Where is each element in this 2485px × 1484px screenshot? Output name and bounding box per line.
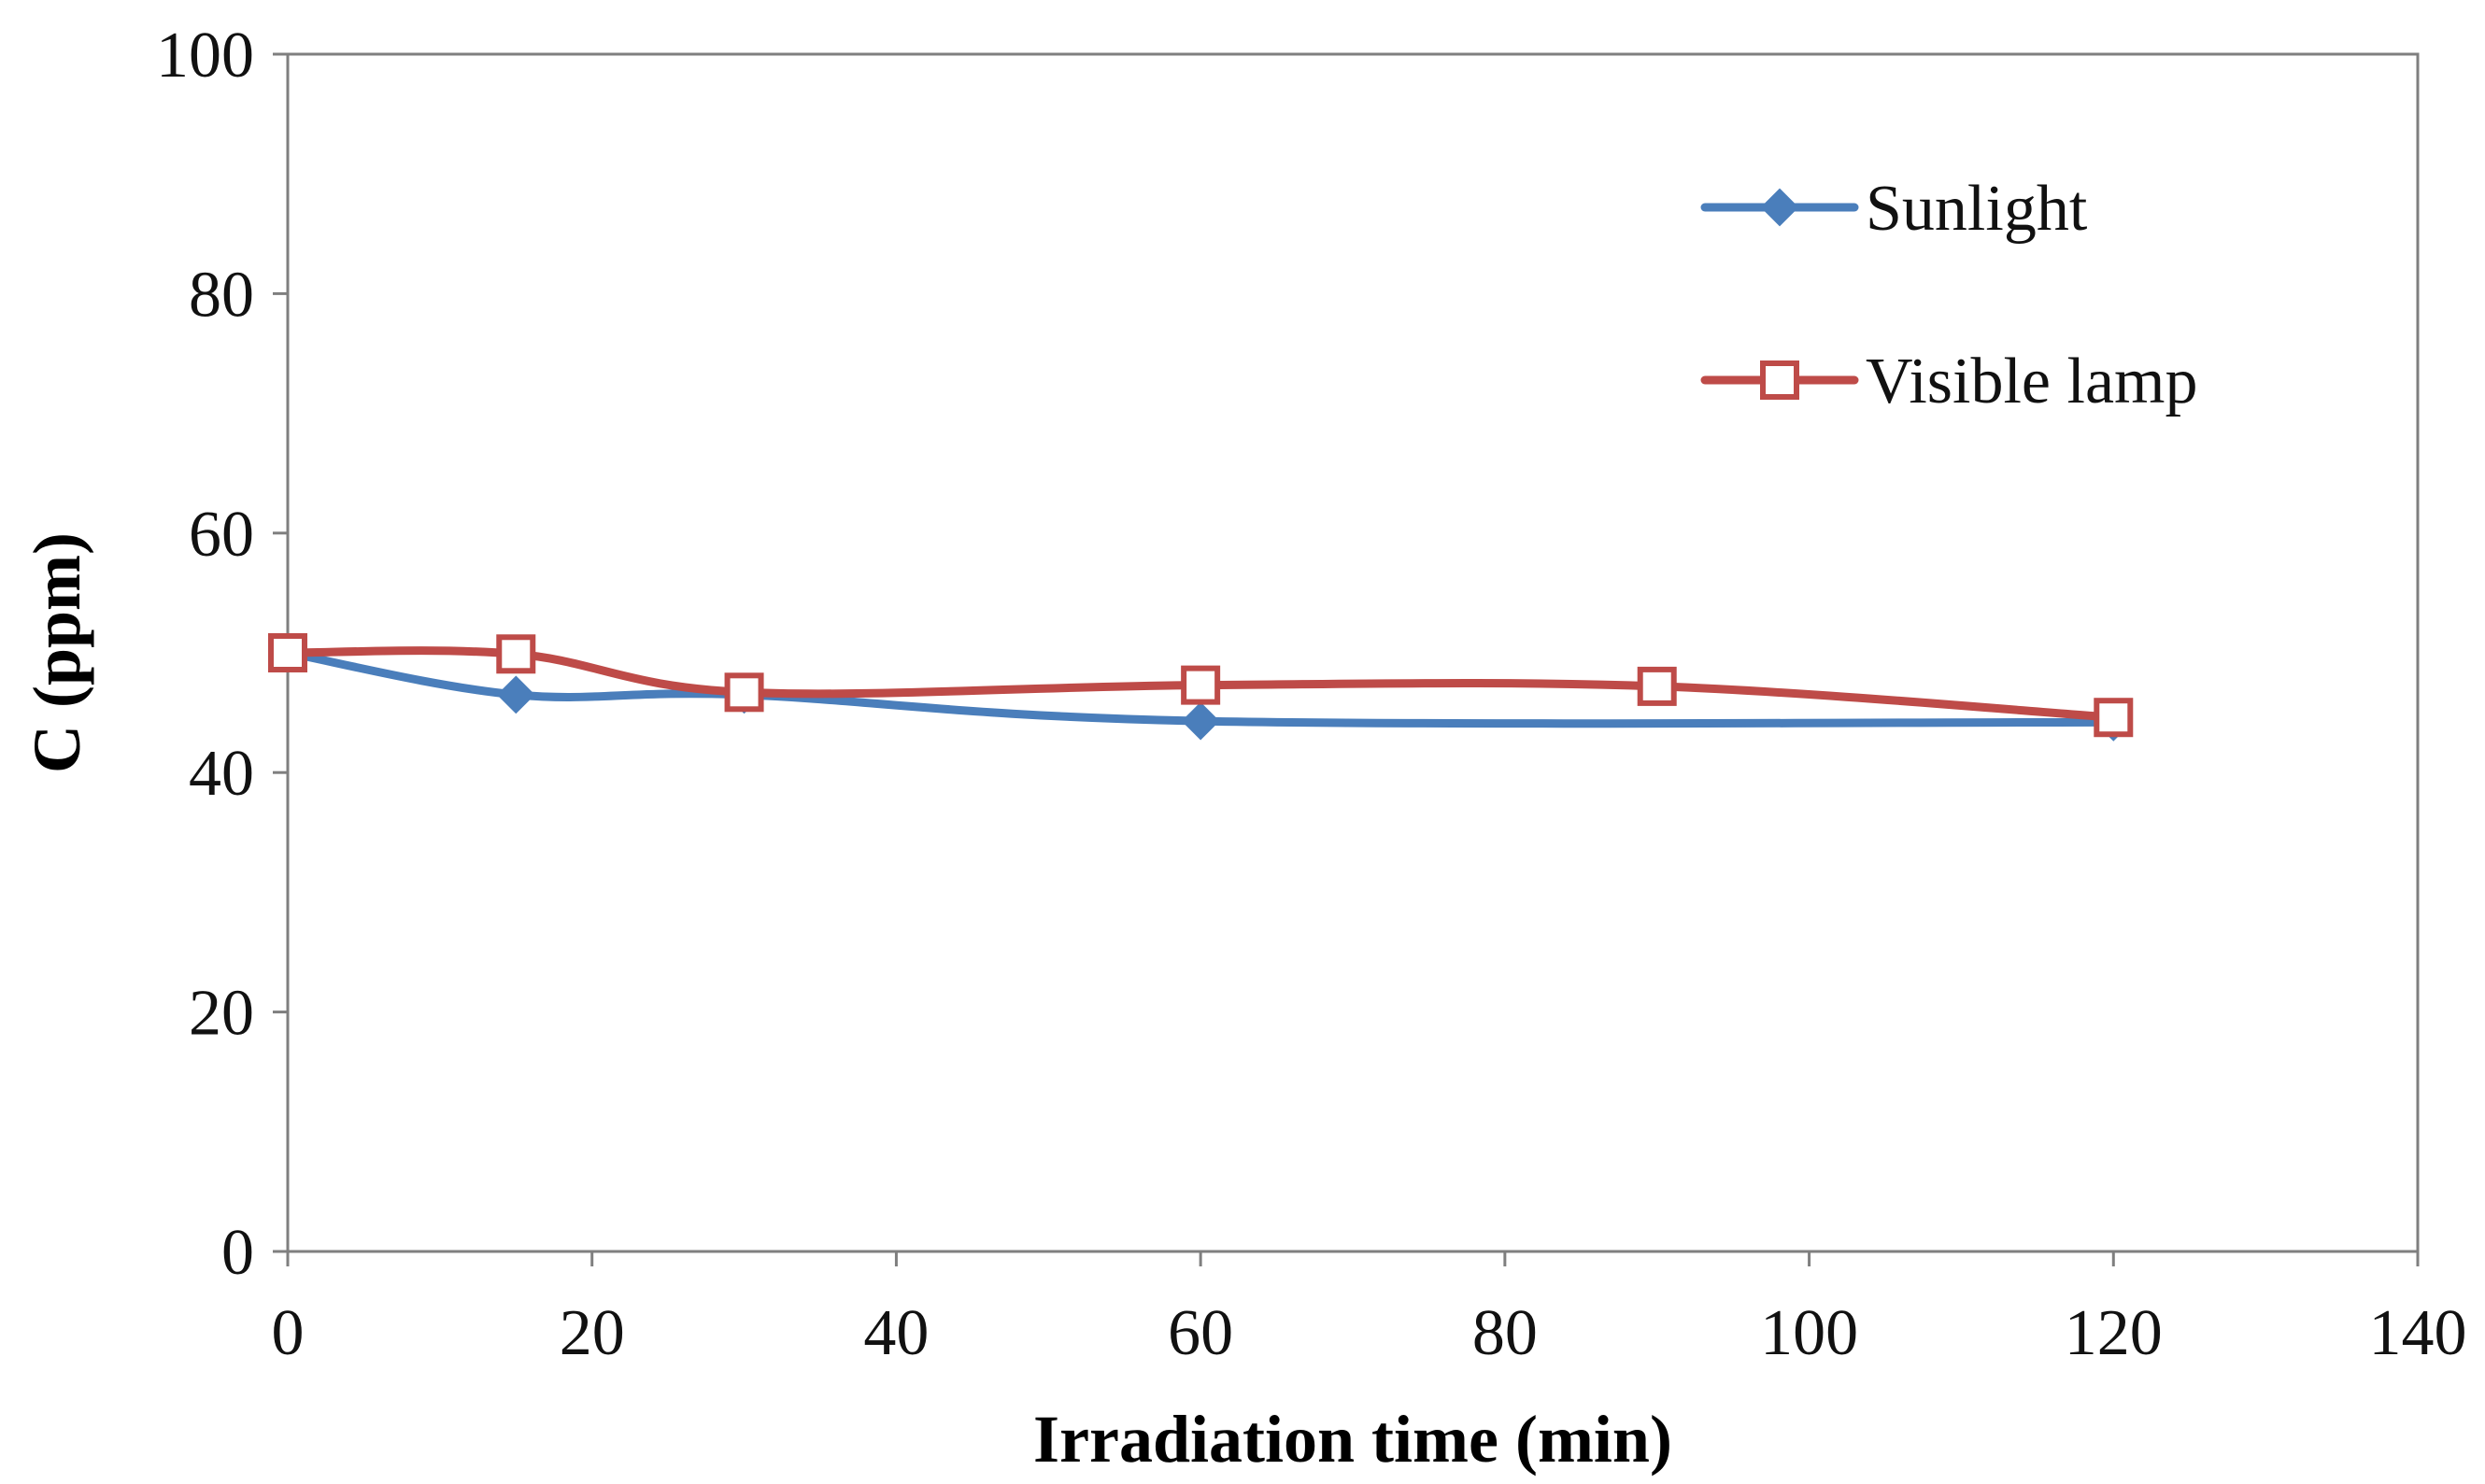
x-tick-label: 80 xyxy=(1472,1297,1538,1369)
x-tick-label: 20 xyxy=(560,1297,625,1369)
x-tick-label: 0 xyxy=(272,1297,305,1369)
data-point xyxy=(496,634,536,674)
data-point xyxy=(2094,698,2134,738)
data-point xyxy=(1181,665,1221,705)
data-point xyxy=(724,672,764,713)
legend: Sunlight Visible lamp xyxy=(1700,173,2197,417)
y-tick-label: 60 xyxy=(189,499,254,571)
legend-item: Visible lamp xyxy=(1700,346,2197,417)
plot-area-frame xyxy=(286,52,2420,1253)
x-tick-label: 40 xyxy=(863,1297,929,1369)
x-tick-label: 100 xyxy=(1760,1297,1858,1369)
x-tick-label: 140 xyxy=(2369,1297,2467,1369)
y-axis: 0 20 40 60 80 100 xyxy=(156,20,288,1289)
series-layer xyxy=(268,633,2134,742)
series-line xyxy=(283,648,2118,728)
y-tick-label: 80 xyxy=(189,259,254,331)
x-tick-label: 120 xyxy=(2065,1297,2163,1369)
legend-item: Sunlight xyxy=(1700,173,2088,245)
y-tick-label: 40 xyxy=(189,738,254,810)
legend-marker xyxy=(1760,360,1799,400)
x-axis-title: Irradiation time (min) xyxy=(1033,1402,1672,1477)
x-axis: 0 20 40 60 80 100 120 140 xyxy=(272,1251,2467,1369)
legend-marker xyxy=(1760,188,1799,227)
y-tick-label: 100 xyxy=(156,20,254,92)
data-point xyxy=(268,633,307,672)
y-tick-label: 0 xyxy=(221,1217,254,1289)
legend-label: Visible lamp xyxy=(1866,346,2197,417)
data-point xyxy=(1637,666,1677,706)
x-tick-label: 60 xyxy=(1168,1297,1233,1369)
series-visible-lamp xyxy=(268,633,2134,738)
legend-label: Sunlight xyxy=(1866,173,2088,245)
y-axis-title: C (ppm) xyxy=(20,532,94,773)
data-point xyxy=(496,675,535,714)
y-tick-label: 20 xyxy=(189,978,254,1050)
data-point xyxy=(1181,701,1220,741)
